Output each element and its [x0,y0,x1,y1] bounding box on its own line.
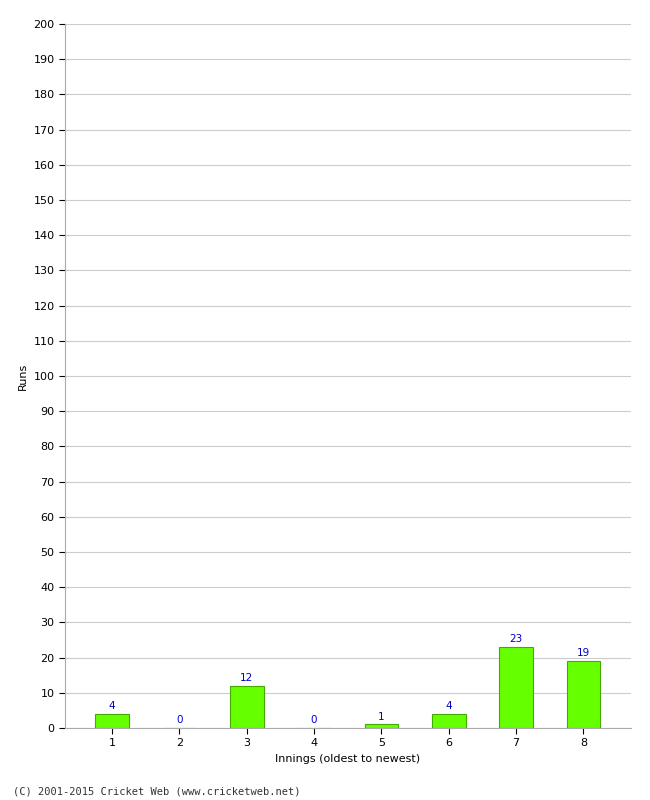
Text: 23: 23 [510,634,523,644]
Text: 19: 19 [577,648,590,658]
Bar [432,714,465,728]
Text: 0: 0 [176,715,183,725]
Text: 4: 4 [109,701,116,711]
Bar [230,686,264,728]
X-axis label: Innings (oldest to newest): Innings (oldest to newest) [275,754,421,764]
Text: 4: 4 [445,701,452,711]
Text: 12: 12 [240,673,254,683]
Bar [96,714,129,728]
Text: 1: 1 [378,712,385,722]
Bar [567,661,600,728]
Text: (C) 2001-2015 Cricket Web (www.cricketweb.net): (C) 2001-2015 Cricket Web (www.cricketwe… [13,786,300,796]
Text: 0: 0 [311,715,317,725]
Bar [365,725,398,728]
Y-axis label: Runs: Runs [18,362,28,390]
Bar [499,647,533,728]
